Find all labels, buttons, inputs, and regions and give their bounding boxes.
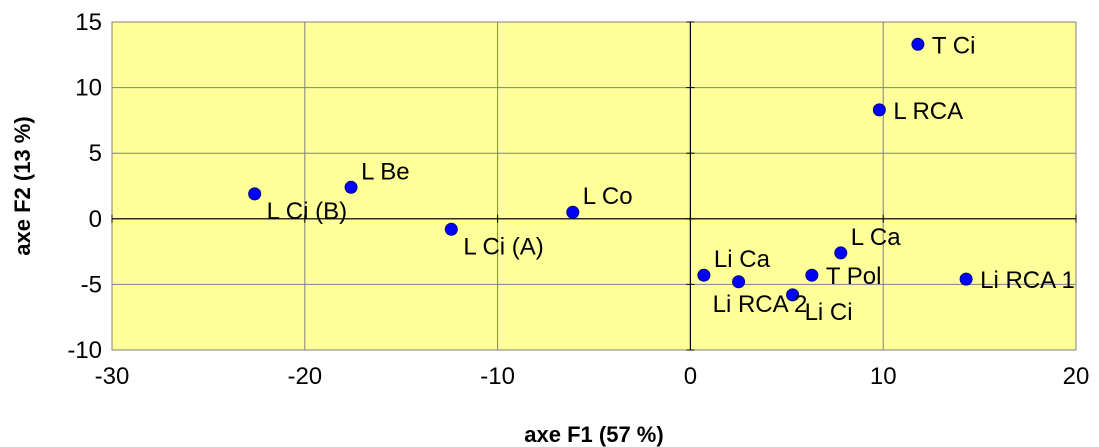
data-point — [566, 205, 580, 219]
x-tick-label: -30 — [95, 363, 130, 390]
point-label: Li RCA 1 — [980, 267, 1075, 294]
data-point — [834, 246, 848, 260]
data-points — [248, 37, 973, 302]
point-label: L Be — [361, 158, 409, 185]
data-point — [697, 268, 711, 282]
data-point — [248, 187, 262, 201]
y-tick-label: 0 — [89, 206, 102, 233]
data-point — [872, 103, 886, 117]
data-point — [959, 272, 973, 286]
point-label: L Ci (B) — [267, 198, 347, 225]
point-label: L RCA — [893, 98, 963, 125]
y-tick-label: 10 — [75, 75, 102, 102]
data-point — [732, 275, 746, 289]
point-label: L Ci (A) — [463, 233, 543, 260]
y-tick-label: -5 — [81, 271, 102, 298]
x-tick-label: -10 — [480, 363, 515, 390]
y-tick-label: 5 — [89, 140, 102, 167]
point-label: T Ci — [932, 32, 976, 59]
data-point — [344, 180, 358, 194]
point-label: Li Ca — [714, 246, 771, 273]
x-tick-label: -20 — [287, 363, 322, 390]
tick-labels: -30 -20 -10 0 10 20 -10 -5 0 5 10 15 — [67, 9, 1089, 390]
point-label: Li RCA 2 — [713, 291, 808, 318]
data-point — [444, 222, 458, 236]
zero-axes — [111, 21, 1077, 351]
x-axis-title: axe F1 (57 %) — [524, 422, 663, 447]
y-tick-label: 15 — [75, 9, 102, 36]
x-tick-label: 20 — [1063, 363, 1090, 390]
x-tick-label: 10 — [870, 363, 897, 390]
point-label: Li Ci — [805, 299, 853, 326]
point-label: L Ca — [851, 224, 901, 251]
data-point — [786, 288, 800, 302]
data-point — [805, 268, 819, 282]
point-label: L Co — [583, 183, 633, 210]
plot-area — [111, 21, 1077, 351]
y-tick-label: -10 — [67, 337, 102, 364]
data-point — [911, 37, 925, 51]
x-tick-label: 0 — [684, 363, 697, 390]
point-labels: T Ci L RCA L Be L Ci (B) L Co L Ci (A) Li Ca Li… — [267, 32, 1075, 326]
y-axis-title: axe F2 (13 %) — [10, 116, 35, 255]
point-label: T Pol — [826, 263, 882, 290]
